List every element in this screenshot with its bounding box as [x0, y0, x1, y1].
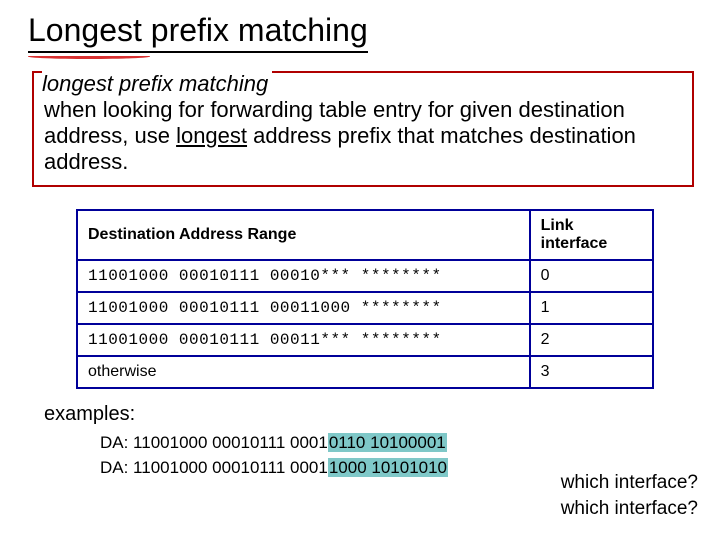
cell-iface: 3 [530, 356, 653, 388]
table-header-row: Destination Address Range Link interface [77, 210, 653, 260]
definition-box: longest prefix matching when looking for… [32, 71, 694, 187]
cell-iface: 2 [530, 324, 653, 356]
forwarding-table: Destination Address Range Link interface… [76, 209, 654, 389]
definition-heading: longest prefix matching [42, 71, 272, 96]
example-highlight: 0110 10100001 [328, 433, 447, 452]
definition-emphasis: longest [176, 123, 247, 148]
examples-label: examples: [44, 403, 720, 426]
cell-range: 11001000 00010111 00010*** ******** [77, 260, 530, 292]
example-line: DA: 11001000 00010111 00010110 10100001 [100, 430, 720, 456]
definition-body: when looking for forwarding table entry … [44, 97, 682, 175]
red-underline-decoration [28, 54, 150, 59]
table-row: otherwise 3 [77, 356, 653, 388]
table-row: 11001000 00010111 00011000 ******** 1 [77, 292, 653, 324]
cell-range: 11001000 00010111 00011000 ******** [77, 292, 530, 324]
cell-range: otherwise [77, 356, 530, 388]
table-row: 11001000 00010111 00011*** ******** 2 [77, 324, 653, 356]
cell-range: 11001000 00010111 00011*** ******** [77, 324, 530, 356]
cell-iface: 1 [530, 292, 653, 324]
cell-iface: 0 [530, 260, 653, 292]
table-row: 11001000 00010111 00010*** ******** 0 [77, 260, 653, 292]
table-header-iface: Link interface [530, 210, 653, 260]
example-highlight: 1000 10101010 [328, 458, 448, 477]
which-interface-1: which interface? [561, 472, 698, 494]
table-header-range: Destination Address Range [77, 210, 530, 260]
example-prefix: DA: 11001000 00010111 0001 [100, 458, 328, 477]
page-title: Longest prefix matching [28, 12, 368, 53]
example-prefix: DA: 11001000 00010111 0001 [100, 433, 328, 452]
which-interface-2: which interface? [561, 498, 698, 520]
